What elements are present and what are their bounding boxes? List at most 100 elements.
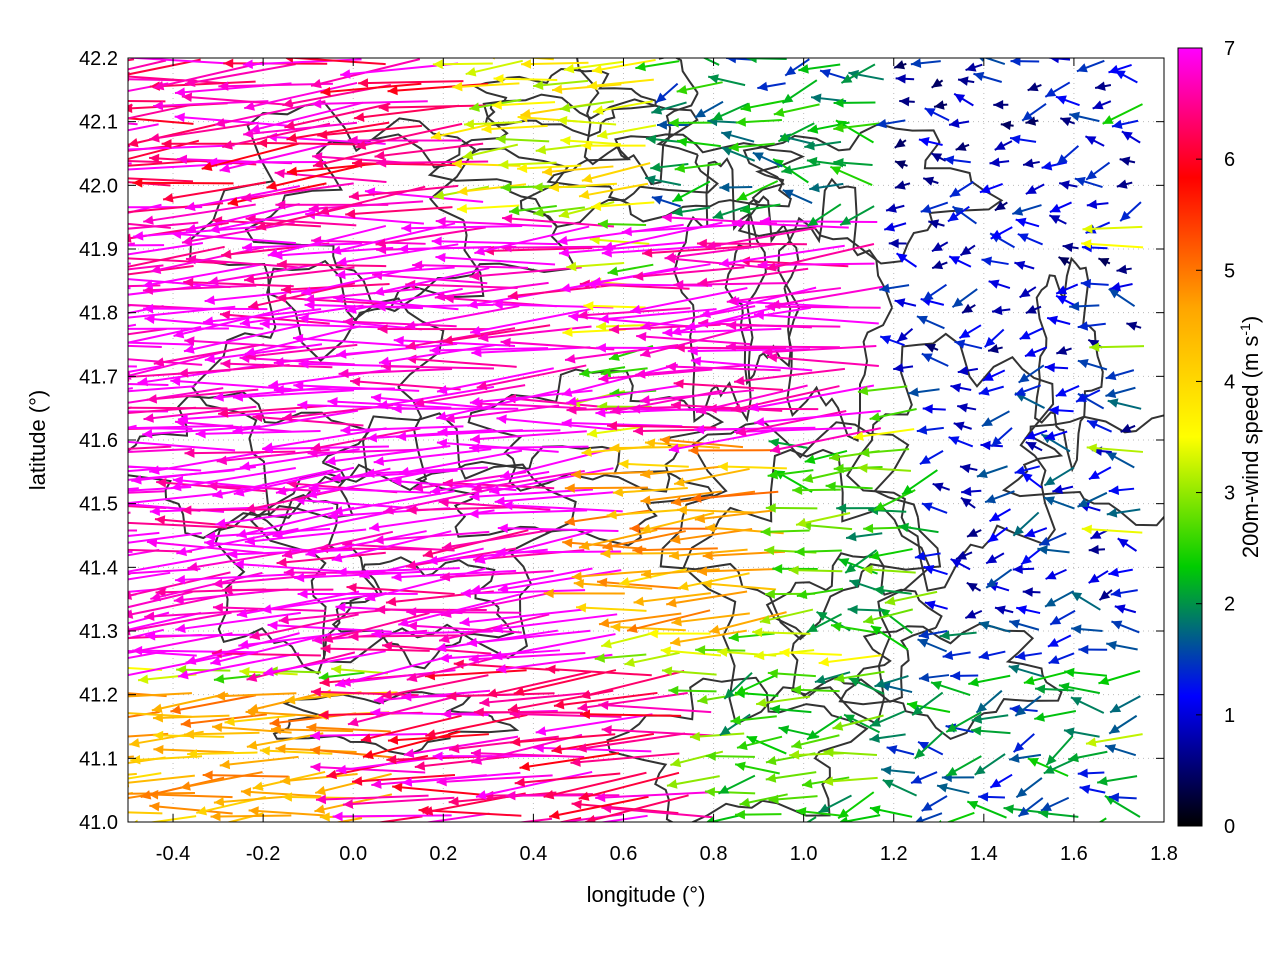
- wind-vector-head: [551, 744, 563, 755]
- wind-vector-head: [176, 154, 188, 165]
- wind-vector-head: [994, 141, 1006, 150]
- wind-vector-head: [1045, 597, 1057, 607]
- wind-vector-head: [596, 321, 607, 332]
- wind-vector-head: [1126, 321, 1138, 331]
- wind-vector-head: [765, 773, 777, 783]
- wind-vector-head: [1012, 206, 1024, 216]
- wind-vector-head: [348, 191, 360, 201]
- wind-vector-head: [500, 182, 511, 193]
- wind-vector-head: [717, 647, 728, 657]
- wind-vector-shaft: [262, 445, 389, 451]
- wind-vector-shaft: [128, 548, 193, 553]
- wind-vector-head: [870, 717, 882, 727]
- wind-vector-shaft: [207, 262, 323, 284]
- wind-vector-shaft: [286, 121, 390, 141]
- wind-vector-head: [986, 578, 998, 588]
- wind-vector-head: [401, 223, 412, 233]
- wind-vector-head: [241, 192, 252, 203]
- wind-vector-shaft: [471, 733, 583, 764]
- wind-vector-head: [249, 630, 261, 641]
- wind-vector-shaft: [345, 206, 453, 216]
- wind-vector-shaft: [695, 384, 808, 414]
- wind-vector-head: [312, 634, 323, 645]
- wind-vector-head: [1055, 95, 1067, 105]
- wind-vector-head: [348, 631, 359, 642]
- wind-vector-shaft: [308, 486, 432, 494]
- wind-vector-shaft: [257, 141, 364, 146]
- wind-vector-shaft: [564, 486, 648, 490]
- wind-vector-shaft: [243, 266, 355, 282]
- wind-vector-head: [621, 226, 632, 237]
- colorbar-title-sup: -1: [1237, 323, 1253, 336]
- wind-vector-head: [914, 551, 926, 561]
- wind-vector-shaft: [459, 608, 582, 624]
- wind-vector-head: [274, 168, 285, 179]
- wind-vector-head: [205, 531, 216, 541]
- wind-vector-head: [846, 531, 857, 542]
- wind-vector-head: [898, 522, 909, 533]
- wind-vector-head: [894, 160, 906, 170]
- wind-vector-head: [184, 336, 195, 346]
- wind-vector-head: [282, 412, 293, 422]
- wind-vector-shaft: [471, 346, 591, 354]
- wind-vector-shaft: [150, 246, 264, 273]
- wind-vector-shaft: [131, 465, 256, 482]
- wind-vector-head: [728, 632, 739, 642]
- wind-vector-shaft: [334, 817, 363, 822]
- wind-vector-shaft: [128, 139, 200, 161]
- wind-vector-head: [491, 650, 503, 661]
- wind-vector-head: [576, 743, 587, 753]
- wind-vector-head: [987, 532, 999, 543]
- wind-vector-head: [918, 672, 930, 683]
- wind-vector-head: [1044, 362, 1055, 373]
- wind-vector-head: [670, 400, 682, 411]
- wind-vector-head: [510, 737, 521, 747]
- y-axis-ticks: 41.041.141.241.341.441.541.641.741.841.9…: [79, 48, 1164, 834]
- wind-vector-shaft: [666, 590, 748, 606]
- wind-vector-shaft: [441, 528, 553, 550]
- wind-vector-shaft: [636, 334, 751, 346]
- wind-vector-head: [718, 784, 730, 794]
- wind-vector-head: [362, 749, 374, 760]
- wind-vector-shaft: [214, 100, 326, 126]
- wind-vector-shaft: [142, 284, 257, 292]
- wind-vector-shaft: [233, 466, 355, 496]
- wind-vector-head: [1119, 156, 1131, 166]
- wind-vector-shaft: [128, 521, 228, 529]
- wind-vector-head: [401, 777, 413, 787]
- wind-vector-shaft: [514, 772, 621, 785]
- wind-vector-shaft: [589, 238, 650, 245]
- x-tick-label: 1.4: [970, 843, 998, 865]
- wind-vector-shaft: [453, 662, 560, 672]
- wind-vector-shaft: [661, 216, 778, 225]
- wind-vector-shaft: [364, 466, 488, 475]
- wind-vector-shaft: [765, 305, 881, 309]
- wind-vector-head: [921, 353, 933, 363]
- wind-vector-shaft: [128, 177, 194, 183]
- wind-vector-head: [327, 396, 338, 407]
- wind-vector-head: [967, 800, 979, 810]
- wind-vector-head: [624, 657, 635, 667]
- wind-vector-head: [128, 103, 133, 114]
- wind-vector-head: [144, 611, 155, 622]
- wind-vector-head: [822, 776, 834, 787]
- wind-vector-head: [215, 691, 226, 701]
- wind-vector-shaft: [244, 325, 361, 355]
- wind-vector-shaft: [580, 713, 682, 717]
- wind-vector-head: [1111, 119, 1123, 130]
- wind-vector-shaft: [128, 467, 169, 473]
- wind-vector-head: [978, 620, 990, 631]
- wind-vector-head: [282, 792, 293, 802]
- wind-vector-shaft: [215, 506, 334, 526]
- wind-vector-head: [1070, 697, 1082, 706]
- wind-vector-head: [259, 746, 270, 756]
- wind-vector-head: [869, 733, 880, 743]
- wind-vector-head: [651, 105, 663, 115]
- wind-vector-shaft: [376, 160, 489, 165]
- wind-vector-shaft: [673, 467, 750, 486]
- wind-vector-head: [369, 522, 380, 532]
- wind-vector-shaft: [566, 384, 683, 404]
- wind-vector-head: [764, 545, 775, 556]
- wind-vector-head: [261, 604, 272, 614]
- wind-vector-shaft: [173, 306, 292, 337]
